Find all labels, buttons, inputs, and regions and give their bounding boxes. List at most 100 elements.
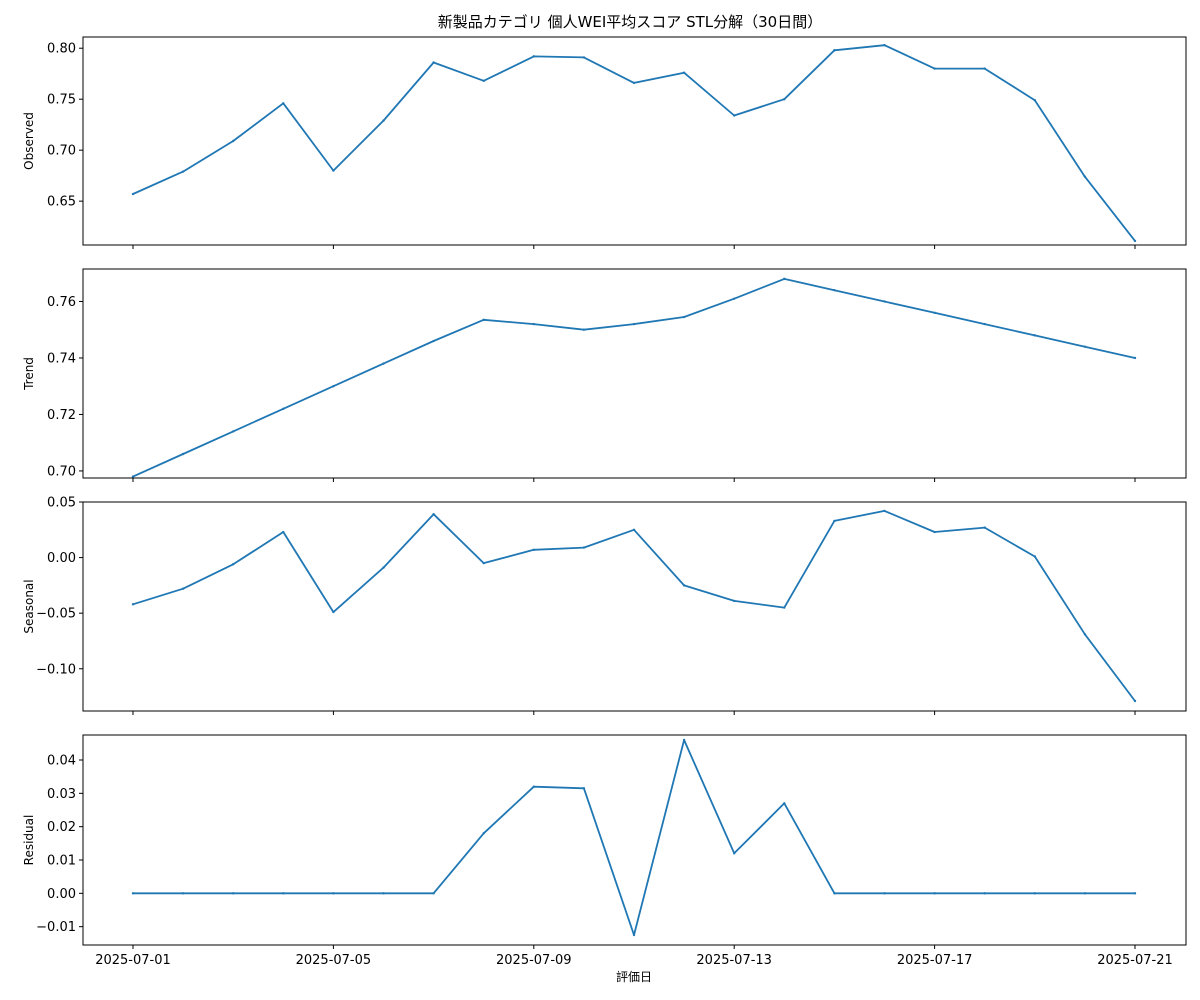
residual-data-point: [983, 892, 986, 895]
residual-data-point: [733, 852, 736, 855]
seasonal-data-point: [1033, 555, 1037, 558]
trend-data-point: [1133, 356, 1137, 360]
trend-data-point: [181, 452, 185, 456]
trend-data-point: [131, 475, 135, 478]
trend-data-point: [432, 339, 435, 343]
residual-data-point: [532, 785, 535, 788]
observed-data-point: [232, 139, 235, 143]
trend-data-point: [482, 318, 485, 322]
trend-data-point: [1083, 345, 1087, 348]
seasonal-data-point: [682, 584, 686, 587]
observed-data-point: [983, 67, 986, 70]
observed-data-point: [482, 79, 485, 83]
seasonal-data-point: [232, 563, 235, 566]
observed-data-point: [682, 71, 686, 74]
observed-data-point: [282, 102, 285, 105]
observed-data-point: [733, 114, 736, 117]
seasonal-data-point: [482, 561, 485, 565]
seasonal-data-point: [1083, 633, 1087, 636]
residual-y-tick-label: −0.01: [36, 920, 76, 935]
seasonal-data-point: [933, 530, 936, 534]
x-tick-label: 2025-07-05: [296, 953, 372, 968]
trend-data-point: [632, 322, 636, 326]
observed-y-axis-label: Observed: [22, 112, 36, 170]
residual-data-point: [382, 892, 385, 895]
observed-data-point: [783, 97, 786, 101]
trend-data-point: [282, 407, 285, 411]
chart-title: 新製品カテゴリ 個人WEI平均スコア STL分解（30日間）: [438, 13, 822, 31]
seasonal-data-point: [432, 513, 435, 516]
seasonal-data-point: [833, 519, 836, 523]
residual-data-point: [1133, 892, 1137, 895]
residual-y-tick-label: 0.04: [47, 754, 76, 769]
seasonal-data-point: [382, 566, 385, 569]
observed-series-line: [132, 44, 1136, 242]
residual-data-point: [833, 892, 836, 895]
residual-y-tick-label: 0.00: [47, 887, 76, 902]
observed-data-point: [933, 67, 936, 70]
seasonal-data-point: [332, 610, 335, 614]
observed-y-tick-label: 0.75: [47, 93, 76, 108]
trend-y-tick-label: 0.70: [47, 464, 76, 479]
trend-y-tick-label: 0.76: [47, 295, 76, 310]
x-tick-label: 2025-07-17: [897, 953, 973, 968]
x-tick-label: 2025-07-01: [95, 953, 171, 968]
seasonal-data-point: [983, 526, 986, 529]
trend-data-point: [682, 315, 686, 319]
trend-data-point: [332, 385, 335, 388]
observed-y-tick-label: 0.80: [47, 42, 76, 57]
seasonal-data-point: [783, 606, 786, 609]
residual-data-point: [332, 892, 335, 895]
trend-data-point: [232, 430, 235, 433]
residual-data-point: [1033, 892, 1037, 895]
seasonal-y-tick-label: 0.05: [47, 496, 76, 511]
residual-series-line: [132, 739, 1136, 936]
observed-data-point: [1033, 99, 1037, 102]
observed-y-tick-label: 0.70: [47, 144, 76, 159]
residual-data-point: [1083, 892, 1087, 895]
seasonal-y-tick-label: −0.05: [36, 607, 76, 622]
x-axis-label: 評価日: [616, 969, 652, 984]
observed-data-point: [1083, 175, 1087, 178]
seasonal-data-point: [282, 530, 285, 534]
residual-data-point: [783, 802, 786, 805]
trend-data-point: [983, 322, 986, 326]
trend-data-point: [1033, 334, 1037, 337]
seasonal-data-point: [733, 599, 736, 603]
residual-data-point: [432, 892, 435, 895]
seasonal-y-tick-label: −0.10: [36, 662, 76, 677]
trend-data-point: [532, 322, 535, 326]
observed-data-point: [532, 55, 535, 58]
trend-data-point: [382, 362, 385, 365]
observed-data-point: [582, 56, 586, 59]
seasonal-panel-frame: [82, 501, 1187, 712]
seasonal-data-point: [632, 528, 636, 531]
panels-group: 0.65 0.70 0.75 0.80 Observed 0.70 0.72 0.74 0.76…: [22, 36, 1187, 968]
residual-data-point: [181, 892, 185, 895]
residual-y-tick-label: 0.03: [47, 787, 76, 802]
trend-series-line: [132, 277, 1136, 478]
observed-data-point: [181, 170, 185, 173]
trend-data-point: [783, 277, 786, 281]
seasonal-y-axis-label: Seasonal: [22, 579, 36, 633]
trend-data-point: [733, 297, 736, 300]
residual-data-point: [482, 832, 485, 835]
residual-data-point: [232, 892, 235, 895]
trend-y-tick-label: 0.72: [47, 408, 76, 423]
trend-panel-frame: [82, 268, 1187, 479]
x-tick-label: 2025-07-21: [1097, 953, 1173, 968]
x-tick-label: 2025-07-09: [496, 953, 572, 968]
seasonal-data-point: [1133, 699, 1137, 703]
seasonal-data-point: [883, 509, 886, 513]
observed-data-point: [833, 49, 836, 52]
seasonal-data-point: [532, 548, 535, 552]
residual-data-point: [131, 892, 135, 895]
x-tick-label: 2025-07-13: [696, 953, 772, 968]
observed-data-point: [332, 169, 335, 172]
observed-data-point: [1133, 239, 1137, 243]
trend-data-point: [582, 328, 586, 331]
observed-data-point: [382, 119, 385, 122]
trend-y-axis-label: Trend: [22, 357, 36, 391]
residual-data-point: [682, 738, 686, 742]
